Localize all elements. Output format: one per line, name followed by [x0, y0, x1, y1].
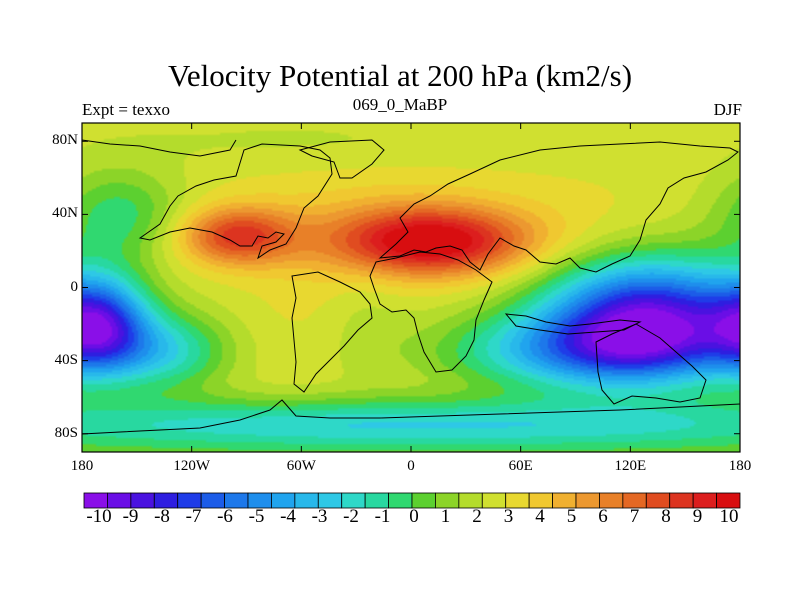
colorbar-label: 4 [535, 506, 545, 527]
run-label: 069_0_MaBP [352, 95, 448, 114]
axis-ticks [81, 123, 741, 452]
coastline-antarctica [82, 399, 740, 435]
colorbar-label: 3 [503, 506, 514, 527]
x-tick-label: 180 [70, 458, 94, 474]
coastline-indonesia [504, 313, 642, 335]
colorbar-label: -4 [280, 506, 296, 527]
coastline-north-america [138, 143, 333, 260]
x-tick-label: 0 [407, 458, 415, 474]
coastline-australia [595, 323, 707, 405]
colorbar-label: -3 [311, 506, 328, 527]
chart-title: Velocity Potential at 200 hPa (km2/s) [167, 58, 633, 93]
coastline-eurasia [378, 141, 739, 273]
colorbar-label: 6 [598, 506, 608, 527]
y-tick-label: 40S [54, 351, 78, 368]
colorbar-label: 1 [440, 506, 451, 527]
coastline-south-america [291, 271, 373, 393]
colorbar-label: -5 [248, 506, 265, 527]
x-tick-label: 180 [728, 458, 752, 474]
x-tick-label: 60E [508, 458, 533, 474]
y-tick-label: 0 [70, 278, 79, 295]
colorbar-label: 2 [472, 506, 482, 527]
colorbar-label: 10 [719, 506, 739, 527]
colorbar-label: -7 [185, 506, 202, 527]
colorbar-label: 0 [409, 506, 419, 527]
y-tick-label: 40N [52, 205, 78, 222]
x-tick-label: 60W [286, 458, 316, 474]
coastline-africa [369, 251, 493, 373]
x-tick-label: 120E [614, 458, 647, 474]
y-tick-label: 80N [52, 132, 78, 149]
colorbar [83, 492, 741, 509]
colorbar-label: -1 [374, 506, 391, 527]
experiment-label: Expt = texxo [82, 100, 170, 119]
y-tick-label: 80S [54, 424, 78, 441]
x-tick-label: 120W [173, 458, 210, 474]
colorbar-label: 7 [629, 506, 640, 527]
colorbar-label: -9 [122, 506, 139, 527]
colorbar-label: -10 [86, 506, 112, 527]
colorbar-label: 9 [692, 506, 703, 527]
heatmap-field [82, 123, 740, 452]
colorbar-label: -2 [343, 506, 359, 527]
heatmap-image [82, 123, 740, 452]
colorbar-label: -8 [154, 506, 170, 527]
coastlines [82, 139, 740, 435]
colorbar-swatch [716, 492, 741, 509]
coastline-arctic-islands [82, 139, 237, 157]
colorbar-label: 5 [566, 506, 577, 527]
season-label: DJF [713, 100, 742, 119]
colorbar-label: 8 [661, 506, 671, 527]
coastline-greenland [298, 139, 385, 179]
colorbar-label: -6 [217, 506, 233, 527]
